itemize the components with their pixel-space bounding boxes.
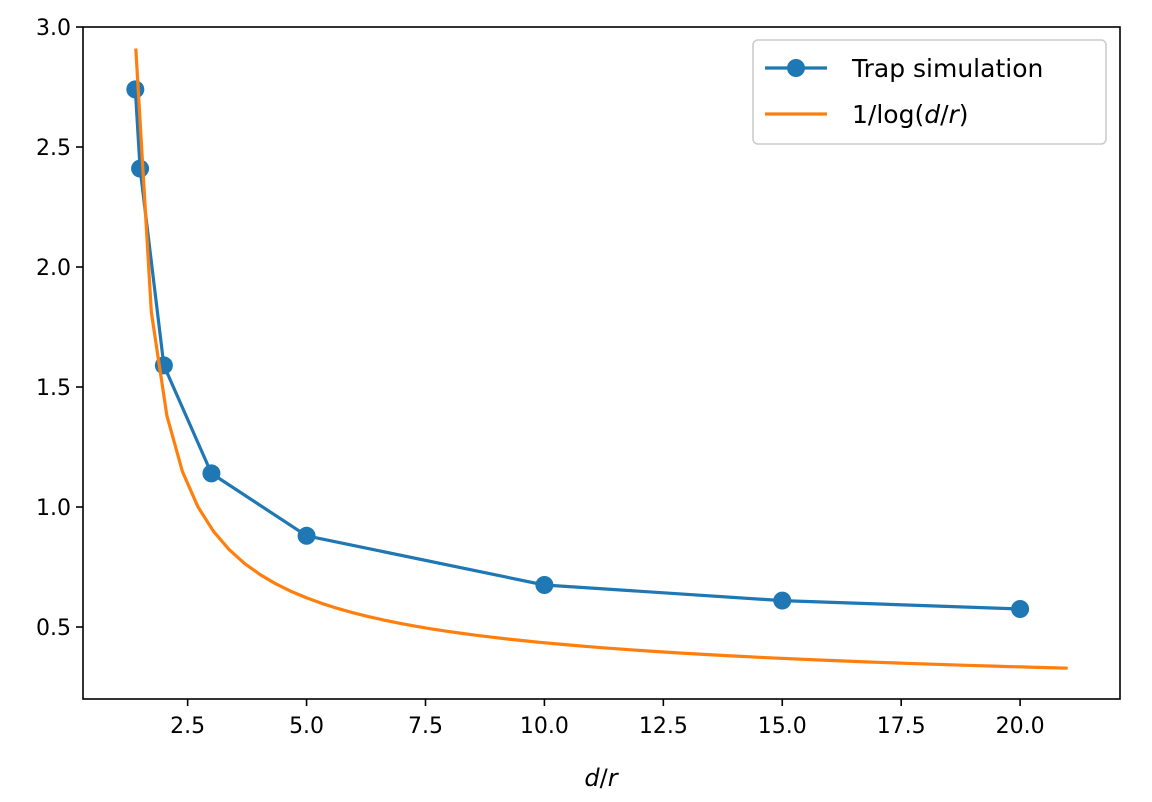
x-tick-label-5: 15.0 <box>758 714 807 739</box>
y-tick-label-0: 0.5 <box>36 616 71 641</box>
ticks-layer: 2.5 5.0 7.5 10.0 12.5 15.0 17.5 20.0 0.5 1.0 1.5 2.… <box>36 16 1045 739</box>
x-tick-label-7: 20.0 <box>996 714 1045 739</box>
y-tick-label-3: 2.0 <box>36 256 71 281</box>
legend-fit-slash: / <box>940 100 949 129</box>
legend-fit-prefix: 1/log( <box>852 100 924 129</box>
legend-fit-label: 1/log(d/r) <box>852 100 969 129</box>
x-tick-label-0: 2.5 <box>170 714 205 739</box>
y-tick-label-1: 1.0 <box>36 496 71 521</box>
legend-fit-suffix: ) <box>959 100 969 129</box>
y-tick-label-5: 3.0 <box>36 16 71 41</box>
axes-frame <box>82 26 1121 700</box>
x-tick-label-3: 10.0 <box>520 714 569 739</box>
x-axis-title-slash: / <box>600 764 609 792</box>
x-axis-title: d/r <box>584 764 619 792</box>
series-0-point-0 <box>126 80 145 99</box>
series-0-point-4 <box>297 526 316 545</box>
legend-fit-r: r <box>949 100 961 129</box>
x-tick-label-1: 5.0 <box>289 714 324 739</box>
series-line-1 <box>134 48 1068 670</box>
legend-box <box>752 39 1107 145</box>
legend: Trap simulation 1/log(d/r) <box>752 39 1107 145</box>
x-tick-label-6: 17.5 <box>877 714 926 739</box>
series-0-point-5 <box>535 576 554 594</box>
x-axis-title-r: r <box>608 764 620 792</box>
x-tick-label-4: 12.5 <box>639 714 688 739</box>
legend-sim-marker <box>787 59 805 77</box>
series-0-point-3 <box>202 464 221 483</box>
legend-sim-label: Trap simulation <box>851 54 1043 83</box>
plot-layer <box>126 48 1068 670</box>
y-tick-label-4: 2.5 <box>36 136 71 161</box>
series-0-point-1 <box>131 159 150 178</box>
legend-fit-d: d <box>924 100 940 129</box>
x-axis-title-d: d <box>584 764 600 792</box>
series-0-point-7 <box>1011 600 1030 618</box>
series-0-point-6 <box>773 591 792 610</box>
y-tick-label-2: 1.5 <box>36 376 71 401</box>
x-tick-label-2: 7.5 <box>408 714 443 739</box>
